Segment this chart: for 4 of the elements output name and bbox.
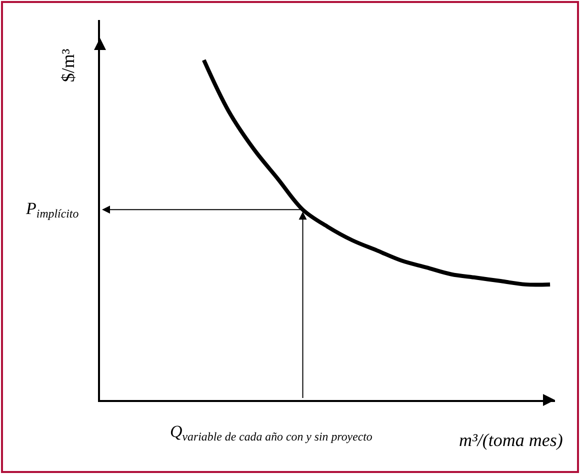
y-axis-title: $/m³ xyxy=(58,48,78,82)
x-axis-title: m³/(toma mes) xyxy=(459,430,563,450)
text: Q$_{variable de cada año con y sin proyecto}$ xyxy=(170,422,372,444)
text: P$_{implícito}$ xyxy=(25,199,79,221)
